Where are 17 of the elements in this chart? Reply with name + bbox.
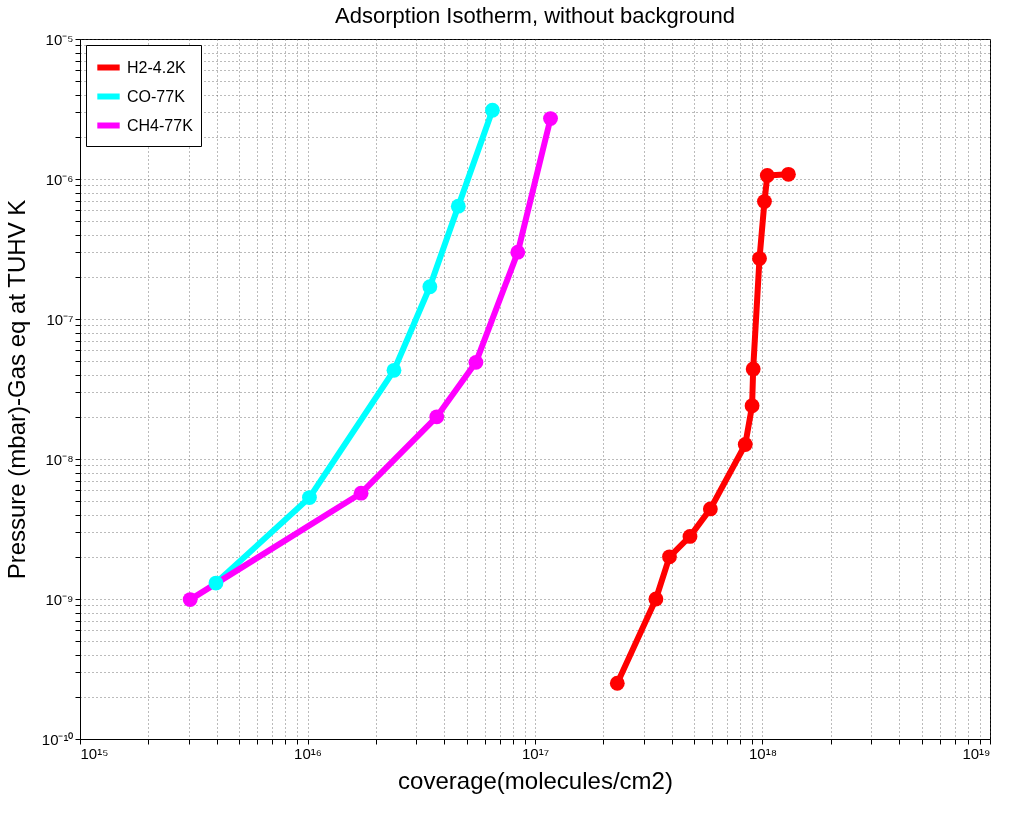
y-tick-label: 10⁻⁶: [45, 170, 74, 188]
y-tick-label: 10⁻⁷: [46, 310, 74, 328]
y-tick-label: 10⁻¹⁰: [41, 730, 74, 748]
y-tick-label: 10⁻⁵: [45, 30, 74, 48]
legend-label: CO-77K: [127, 87, 186, 105]
legend-label: H2-4.2K: [127, 58, 187, 76]
x-tick-label: 10¹⁷: [521, 744, 550, 762]
x-tick-label: 10¹⁶: [294, 744, 322, 762]
y-axis-title: Pressure (mbar)-Gas eq at TUHV K: [2, 199, 30, 580]
legend-label: CH4-77K: [127, 116, 194, 134]
x-tick-label: 10¹⁵: [80, 744, 109, 762]
y-tick-label: 10⁻⁹: [45, 590, 74, 608]
x-tick-label: 10¹⁹: [962, 744, 991, 762]
x-axis-title: coverage(molecules/cm2): [398, 766, 673, 794]
y-tick-label: 10⁻⁸: [45, 450, 74, 468]
chart-title: Adsorption Isotherm, without background: [335, 3, 735, 28]
x-tick-label: 10¹⁸: [748, 744, 778, 762]
